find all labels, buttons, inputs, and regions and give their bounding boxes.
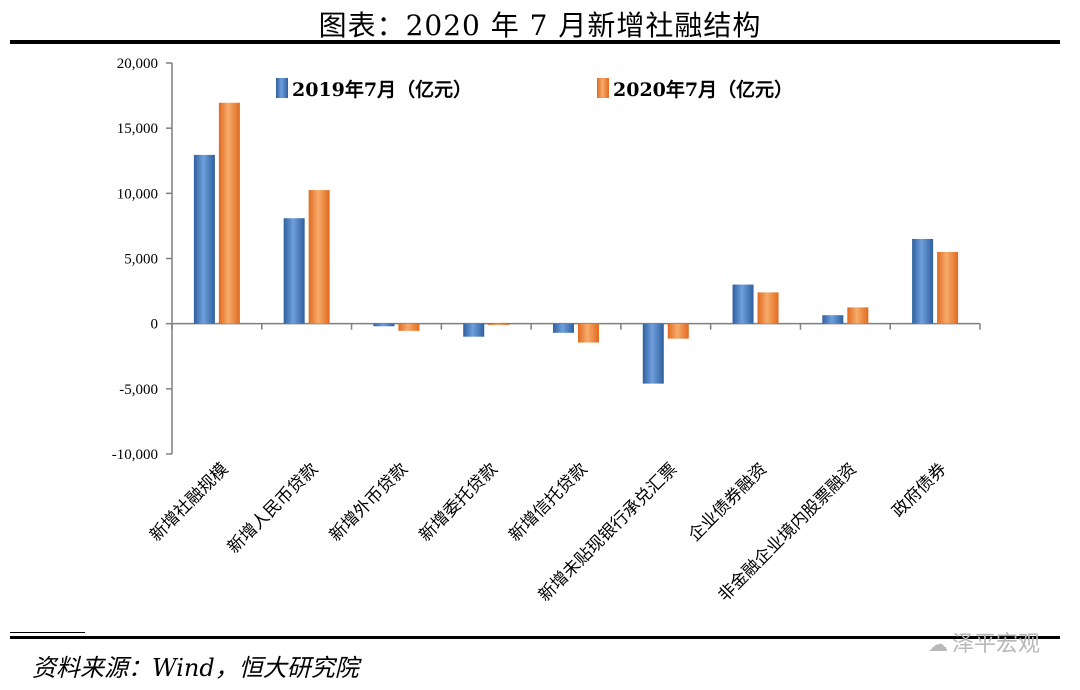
x-category-label: 新增委托贷款 xyxy=(415,459,501,545)
y-tick-label: -5,000 xyxy=(119,382,158,398)
bar-2019-2 xyxy=(373,323,395,327)
legend-swatch-1 xyxy=(597,78,609,98)
bar-2019-3 xyxy=(463,323,485,337)
bar-2020-8 xyxy=(937,251,959,324)
y-tick-label: 0 xyxy=(151,317,159,333)
bar-2019-5 xyxy=(642,323,664,384)
watermark-text: 泽平宏观 xyxy=(951,632,1040,657)
x-category-label: 新增信托贷款 xyxy=(505,459,591,545)
x-category-label: 新增外币贷款 xyxy=(326,459,412,545)
x-category-label: 新增社融规模 xyxy=(146,459,232,545)
legend-label-1: 2020年7月（亿元） xyxy=(613,78,793,101)
source-note: 资料来源：Wind，恒大研究院 xyxy=(32,654,359,682)
y-tick-label: 5,000 xyxy=(124,252,158,268)
bar-2020-3 xyxy=(488,323,510,325)
bar-2019-7 xyxy=(822,315,844,324)
watermark: ☁ 泽平宏观 xyxy=(928,626,1040,658)
x-category-label: 企业债券融资 xyxy=(685,459,771,545)
y-tick-label: -10,000 xyxy=(112,447,158,463)
bar-2019-8 xyxy=(912,238,934,324)
bar-2019-1 xyxy=(283,218,305,324)
x-category-label: 政府债券 xyxy=(888,459,950,521)
bar-2020-4 xyxy=(578,323,599,343)
bottom-rule xyxy=(10,636,1060,639)
x-category-label: 新增人民币贷款 xyxy=(224,459,322,557)
chart-title: 图表：2020 年 7 月新增社融结构 xyxy=(318,9,762,42)
bar-2019-0 xyxy=(193,154,215,324)
y-tick-label: 10,000 xyxy=(117,186,158,202)
bar-2019-4 xyxy=(553,323,574,333)
bar-2020-7 xyxy=(847,307,869,324)
bar-2020-1 xyxy=(308,190,330,324)
y-tick-label: 15,000 xyxy=(117,121,158,137)
bar-2020-6 xyxy=(757,292,779,324)
bar-2019-6 xyxy=(732,284,754,324)
legend-label-0: 2019年7月（亿元） xyxy=(292,78,472,101)
top-rule xyxy=(10,40,1060,44)
bar-2020-5 xyxy=(667,323,689,339)
legend-swatch-0 xyxy=(276,78,288,98)
wechat-icon: ☁ xyxy=(927,632,948,656)
bottom-thin-rule xyxy=(10,632,85,633)
y-tick-label: 20,000 xyxy=(117,56,158,72)
bar-2020-0 xyxy=(218,102,240,324)
bar-2020-2 xyxy=(398,323,420,331)
